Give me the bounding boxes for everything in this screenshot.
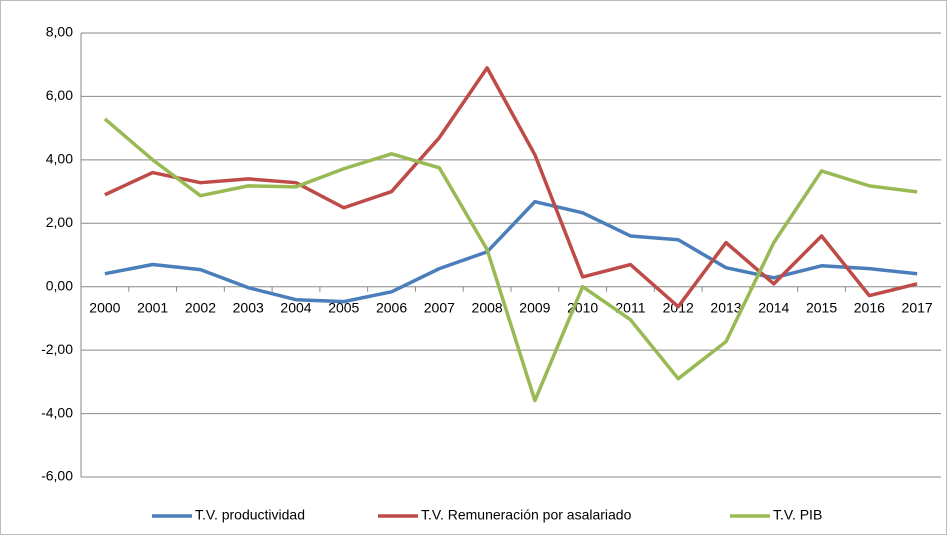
y-tick-label: -2,00 — [41, 341, 73, 357]
y-tick-label: 4,00 — [46, 151, 73, 167]
x-tick-label: 2009 — [519, 299, 550, 315]
x-tick-label: 2002 — [185, 299, 216, 315]
y-tick-label: 0,00 — [46, 277, 73, 293]
y-tick-label: -6,00 — [41, 468, 73, 484]
series-line — [103, 117, 918, 403]
x-tick-label: 2006 — [376, 299, 407, 315]
y-tick-label: 2,00 — [46, 214, 73, 230]
legend-label: T.V. productividad — [195, 507, 305, 523]
x-tick-label: 2015 — [806, 299, 837, 315]
legend-label: T.V. PIB — [773, 507, 822, 523]
x-tick-label: 2000 — [89, 299, 120, 315]
x-tick-label: 2008 — [472, 299, 503, 315]
y-tick-label: 6,00 — [46, 87, 73, 103]
x-tick-label: 2014 — [758, 299, 789, 315]
x-tick-label: 2013 — [710, 299, 741, 315]
x-tick-label: 2001 — [137, 299, 168, 315]
y-tick-label: -4,00 — [41, 404, 73, 420]
x-tick-label: 2003 — [233, 299, 264, 315]
x-tick-label: 2004 — [280, 299, 311, 315]
series-line — [104, 66, 918, 309]
x-tick-label: 2016 — [854, 299, 885, 315]
x-tick-label: 2017 — [902, 299, 933, 315]
legend-label: T.V. Remuneración por asalariado — [421, 507, 632, 523]
x-tick-label: 2011 — [615, 299, 645, 315]
x-tick-label: 2007 — [424, 299, 455, 315]
y-tick-label: 8,00 — [46, 24, 73, 40]
x-tick-label: 2005 — [328, 299, 359, 315]
